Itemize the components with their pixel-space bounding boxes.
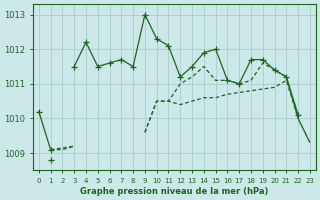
- X-axis label: Graphe pression niveau de la mer (hPa): Graphe pression niveau de la mer (hPa): [80, 187, 268, 196]
